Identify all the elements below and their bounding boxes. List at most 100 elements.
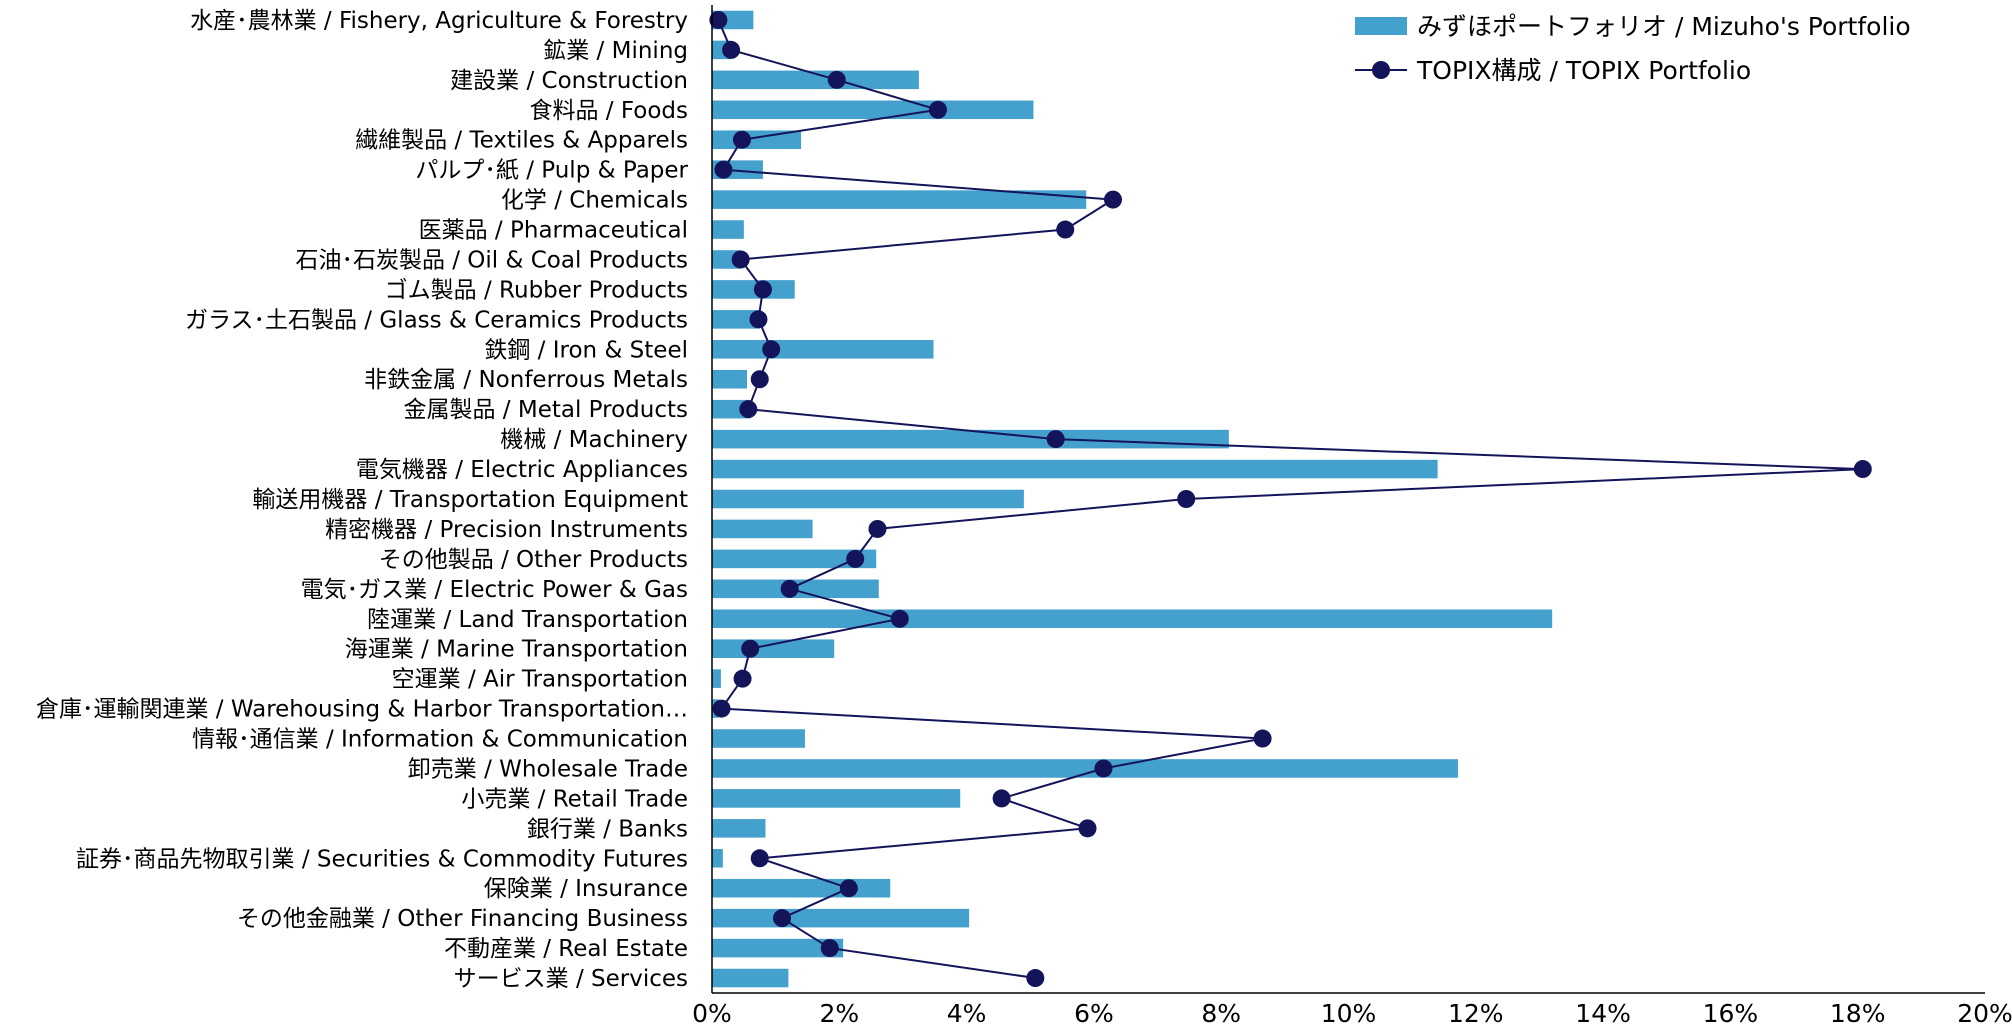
- line-point: [714, 160, 733, 179]
- category-labels: 水産･農林業 / Fishery, Agriculture & Forestry…: [36, 8, 689, 992]
- line-point: [1253, 729, 1272, 748]
- category-label: 卸売業 / Wholesale Trade: [408, 756, 688, 782]
- bar: [712, 669, 721, 688]
- bar: [712, 489, 1024, 509]
- line-point: [1056, 220, 1075, 239]
- bar: [712, 100, 1034, 120]
- x-tick-label: 4%: [947, 999, 987, 1027]
- line-point: [1094, 759, 1113, 778]
- category-label: 空運業 / Air Transportation: [392, 667, 688, 693]
- x-tick-label: 20%: [1957, 999, 2012, 1027]
- category-label: 精密機器 / Precision Instruments: [325, 517, 688, 543]
- line-point: [709, 10, 728, 29]
- line-point: [712, 699, 731, 718]
- bar: [712, 429, 1229, 449]
- category-label: 小売業 / Retail Trade: [461, 786, 688, 812]
- line-point: [1177, 490, 1196, 508]
- category-label: 繊維製品 / Textiles & Apparels: [355, 128, 688, 154]
- line-point: [773, 909, 792, 928]
- bar: [712, 938, 844, 958]
- category-label: 情報･通信業 / Information & Communication: [192, 727, 688, 753]
- category-label: 非鉄金属 / Nonferrous Metals: [364, 367, 688, 393]
- bar: [712, 519, 813, 539]
- line-point: [1078, 819, 1097, 838]
- category-label: 石油･石炭製品 / Oil & Coal Products: [295, 247, 688, 273]
- category-label: 水産･農林業 / Fishery, Agriculture & Forestry: [190, 8, 688, 34]
- x-tick-label: 12%: [1448, 999, 1504, 1027]
- legend-swatch-mizuho: [1355, 17, 1407, 35]
- category-label: 海運業 / Marine Transportation: [345, 637, 688, 663]
- category-label: 化学 / Chemicals: [501, 188, 688, 214]
- line-point: [1103, 190, 1122, 209]
- legend-label-topix: TOPIX構成 / TOPIX Portfolio: [1416, 56, 1751, 85]
- line-point: [1046, 430, 1065, 449]
- bar: [712, 190, 1087, 209]
- line-point: [762, 340, 781, 359]
- x-tick-label: 0%: [692, 999, 732, 1027]
- bar: [712, 220, 744, 239]
- category-label: 銀行業 / Banks: [527, 816, 688, 842]
- bar: [712, 819, 766, 838]
- line-point: [820, 939, 839, 958]
- line-point: [868, 519, 887, 538]
- bar: [712, 609, 1553, 629]
- x-tick-label: 18%: [1830, 999, 1886, 1027]
- bar: [712, 789, 961, 808]
- bar: [712, 280, 795, 299]
- category-label: その他金融業 / Other Financing Business: [237, 906, 688, 932]
- x-tick-label: 16%: [1703, 999, 1759, 1027]
- category-label: 食料品 / Foods: [529, 98, 688, 124]
- line-point: [739, 400, 758, 419]
- line-point: [1853, 460, 1872, 479]
- category-label: 金属製品 / Metal Products: [404, 397, 689, 423]
- bar: [712, 340, 934, 359]
- line-point: [839, 879, 858, 898]
- category-label: 証券･商品先物取引業 / Securities & Commodity Futu…: [76, 846, 688, 872]
- line-point: [749, 310, 768, 329]
- line-point: [992, 789, 1011, 808]
- legend: みずほポートフォリオ / Mizuho's Portfolio TOPIX構成 …: [1355, 12, 1911, 85]
- line-point: [732, 130, 751, 149]
- category-label: 不動産業 / Real Estate: [444, 936, 688, 962]
- category-label: 倉庫･運輸関連業 / Warehousing & Harbor Transpor…: [36, 697, 688, 723]
- x-tick-label: 6%: [1074, 999, 1114, 1027]
- x-tick-label: 14%: [1575, 999, 1631, 1027]
- category-label: 電気･ガス業 / Electric Power & Gas: [301, 577, 688, 603]
- bar: [712, 908, 970, 928]
- category-label: ガラス･土石製品 / Glass & Ceramics Products: [185, 307, 688, 333]
- bar: [712, 369, 748, 389]
- category-label: 鉄鋼 / Iron & Steel: [484, 337, 688, 363]
- category-label: 鉱業 / Mining: [543, 38, 688, 64]
- bar: [712, 729, 805, 748]
- line-point: [753, 280, 772, 299]
- line-point: [722, 40, 741, 59]
- category-label: 建設業 / Construction: [450, 68, 688, 94]
- category-label: その他製品 / Other Products: [379, 547, 688, 573]
- bar-series: [712, 10, 1553, 988]
- bar: [712, 639, 835, 658]
- bar: [712, 968, 789, 988]
- axes: [711, 5, 1985, 994]
- category-label: 機械 / Machinery: [500, 427, 688, 453]
- line-point: [846, 549, 865, 568]
- category-label: 輸送用機器 / Transportation Equipment: [252, 487, 688, 513]
- category-label: サービス業 / Services: [454, 966, 688, 992]
- category-label: ゴム製品 / Rubber Products: [385, 277, 688, 303]
- line-point: [780, 579, 799, 598]
- category-label: 医薬品 / Pharmaceutical: [419, 218, 688, 244]
- bar: [712, 459, 1438, 479]
- category-label: 電気機器 / Electric Appliances: [356, 457, 688, 483]
- legend-marker-topix: [1372, 61, 1390, 79]
- line-point: [827, 70, 846, 89]
- line-point: [750, 849, 769, 868]
- line-point: [741, 639, 760, 658]
- legend-label-mizuho: みずほポートフォリオ / Mizuho's Portfolio: [1417, 12, 1911, 41]
- x-tick-label: 8%: [1201, 999, 1241, 1027]
- bar: [712, 848, 723, 868]
- bar: [712, 70, 919, 90]
- category-label: 陸運業 / Land Transportation: [367, 607, 688, 633]
- bar: [712, 759, 1458, 778]
- bar: [712, 549, 877, 569]
- x-tick-label: 10%: [1321, 999, 1377, 1027]
